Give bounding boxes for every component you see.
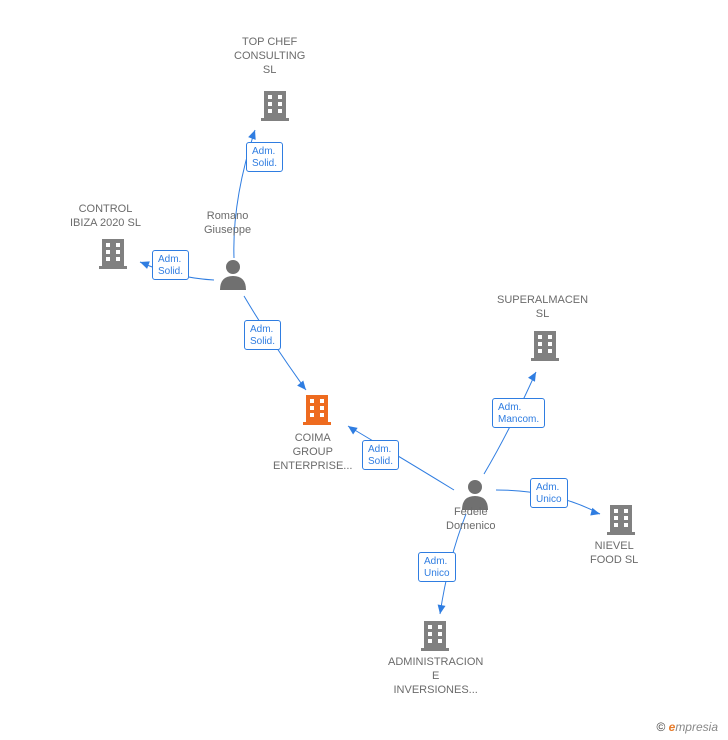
edge-label: Adm. Unico — [530, 478, 568, 508]
label-top-chef[interactable]: TOP CHEF CONSULTING SL — [234, 36, 305, 77]
diagram-canvas: TOP CHEF CONSULTING SL CONTROL IBIZA 202… — [0, 0, 728, 740]
edge-label: Adm. Solid. — [244, 320, 281, 350]
credit-line: © empresia — [656, 720, 718, 734]
edge-label: Adm. Mancom. — [492, 398, 545, 428]
label-admin[interactable]: ADMINISTRACION E INVERSIONES... — [388, 656, 483, 697]
label-coima[interactable]: COIMA GROUP ENTERPRISE... — [273, 432, 352, 473]
brand-rest: mpresia — [675, 720, 718, 734]
person-icon-romano — [218, 258, 248, 295]
edge-label: Adm. Solid. — [152, 250, 189, 280]
company-icon-nievel — [604, 502, 638, 541]
edge-label: Adm. Solid. — [246, 142, 283, 172]
edges-layer — [0, 0, 728, 740]
label-fedele[interactable]: Fedele Domenico — [446, 506, 496, 534]
company-icon-coima-center — [300, 392, 334, 431]
label-nievel[interactable]: NIEVEL FOOD SL — [590, 540, 638, 568]
label-superalmacen[interactable]: SUPERALMACEN SL — [497, 294, 588, 322]
copyright-symbol: © — [656, 720, 665, 734]
edge-label: Adm. Unico — [418, 552, 456, 582]
company-icon-superalmacen — [528, 328, 562, 367]
company-icon-admin — [418, 618, 452, 657]
label-control[interactable]: CONTROL IBIZA 2020 SL — [70, 203, 141, 231]
edge-label: Adm. Solid. — [362, 440, 399, 470]
label-romano[interactable]: Romano Giuseppe — [204, 210, 251, 238]
company-icon-top-chef — [258, 88, 292, 127]
company-icon-control — [96, 236, 130, 275]
